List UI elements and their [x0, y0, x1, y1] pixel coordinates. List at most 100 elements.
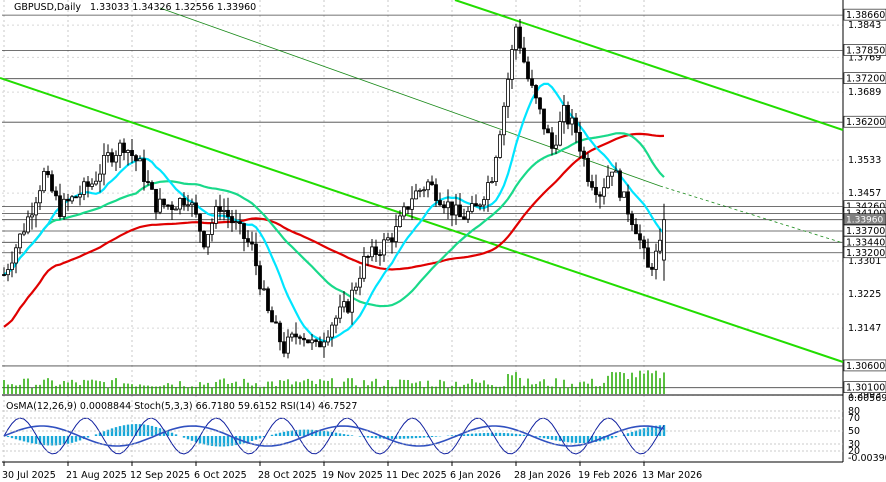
osma-bar — [402, 436, 406, 439]
osma-bar — [542, 436, 546, 439]
candle-body — [286, 336, 290, 354]
osma-bar — [142, 424, 146, 436]
candle-body — [214, 206, 218, 224]
level-tag — [843, 381, 886, 393]
ma-mid-line — [3, 132, 665, 308]
osma-bar — [50, 436, 54, 446]
candle-body — [218, 206, 222, 212]
osma-bar — [314, 430, 318, 436]
osma-bar — [570, 436, 574, 443]
candle-body — [50, 174, 54, 192]
time-tick-label: 6 Jan 2026 — [450, 470, 501, 481]
time-tick-label: 6 Oct 2025 — [194, 470, 247, 481]
candle-body — [494, 157, 498, 182]
candle-body — [650, 266, 654, 270]
osma-bar — [434, 436, 438, 437]
osma-bar — [86, 436, 90, 438]
candle-body — [434, 184, 438, 201]
candle-body — [14, 247, 18, 264]
candle-body — [418, 189, 422, 192]
candle-body — [458, 204, 462, 218]
osma-bar — [230, 436, 234, 446]
candle-body — [82, 181, 86, 195]
level-tag — [843, 8, 886, 21]
candle-body — [394, 226, 398, 243]
candle-body — [498, 134, 502, 158]
osma-bar — [102, 431, 106, 436]
candle-body — [118, 142, 122, 156]
candle-body — [2, 274, 6, 276]
osma-bar — [286, 431, 290, 436]
candle-body — [442, 204, 446, 209]
osma-bar — [94, 434, 98, 436]
osma-bar — [126, 424, 130, 436]
ma-slow-line — [3, 132, 665, 328]
osma-bar — [522, 434, 526, 436]
candle-body — [478, 204, 482, 207]
candle-body — [614, 170, 618, 173]
osma-bar — [574, 436, 578, 443]
candle-body — [322, 341, 326, 348]
indicator-pane — [2, 410, 843, 455]
candle-body — [454, 204, 458, 216]
price-tick-label: 1.3301 — [848, 256, 881, 267]
candle-body — [462, 216, 466, 220]
osma-bar — [78, 436, 82, 441]
candle-body — [138, 158, 142, 162]
candle-body — [90, 183, 94, 187]
price-axis: 1.3843 1.3769 1.3689 1.3533 1.3457 1.3301 1.32… — [843, 8, 886, 464]
candle-body — [38, 190, 42, 204]
candle-body — [506, 78, 510, 107]
time-tick-label: 12 Sep 2025 — [130, 470, 190, 481]
osma-bar — [30, 436, 34, 444]
level-tag-label: 1.34260 — [846, 202, 885, 213]
osma-bar — [258, 436, 262, 439]
candle-body — [170, 204, 174, 210]
candle-body — [262, 288, 266, 291]
candle-body — [350, 289, 354, 313]
candle-body — [570, 117, 574, 125]
candle-body — [578, 132, 582, 152]
candle-body — [222, 209, 226, 212]
osma-bar — [566, 436, 570, 443]
level-tag-label: 1.38660 — [846, 10, 885, 21]
candle-body — [42, 171, 46, 192]
osma-bar — [386, 436, 390, 439]
candle-body — [594, 186, 598, 196]
osma-bar — [170, 432, 174, 436]
candle-body — [46, 171, 50, 176]
level-tag-label: 1.33700 — [846, 226, 885, 237]
osma-bar — [394, 436, 398, 439]
time-tick-label: 19 Nov 2025 — [322, 470, 383, 481]
indicator-tick-label: 70 — [848, 413, 860, 424]
indicator-tick-label: 0.005692 — [848, 393, 886, 404]
osma-bar — [398, 436, 402, 439]
osma-bar — [450, 435, 454, 436]
candle-body — [174, 208, 178, 211]
osma-bar — [490, 432, 494, 436]
time-tick-label: 30 Jul 2025 — [2, 470, 56, 481]
candle-body — [190, 202, 194, 206]
volume-bars — [3, 370, 665, 394]
osma-bar — [562, 436, 566, 442]
osma-bar — [466, 433, 470, 436]
level-lines — [2, 14, 843, 389]
candle-body — [470, 203, 474, 212]
osma-bar — [226, 436, 230, 447]
candle-body — [70, 196, 74, 202]
candle-body — [466, 210, 470, 220]
candle-body — [346, 301, 350, 313]
candle-body — [386, 237, 390, 241]
candle-body — [558, 121, 562, 146]
osma-bar — [194, 436, 198, 443]
trend-lines — [0, 0, 844, 363]
price-tick-label: 1.3533 — [848, 155, 881, 166]
osma-bar — [22, 436, 26, 442]
candle-body — [634, 224, 638, 235]
osma-bar — [634, 430, 638, 436]
osma-bar — [474, 433, 478, 436]
candle-body — [446, 201, 450, 209]
price-tick-label: 1.3689 — [848, 87, 881, 98]
osma-bar — [462, 434, 466, 436]
osma-bar — [546, 436, 550, 439]
